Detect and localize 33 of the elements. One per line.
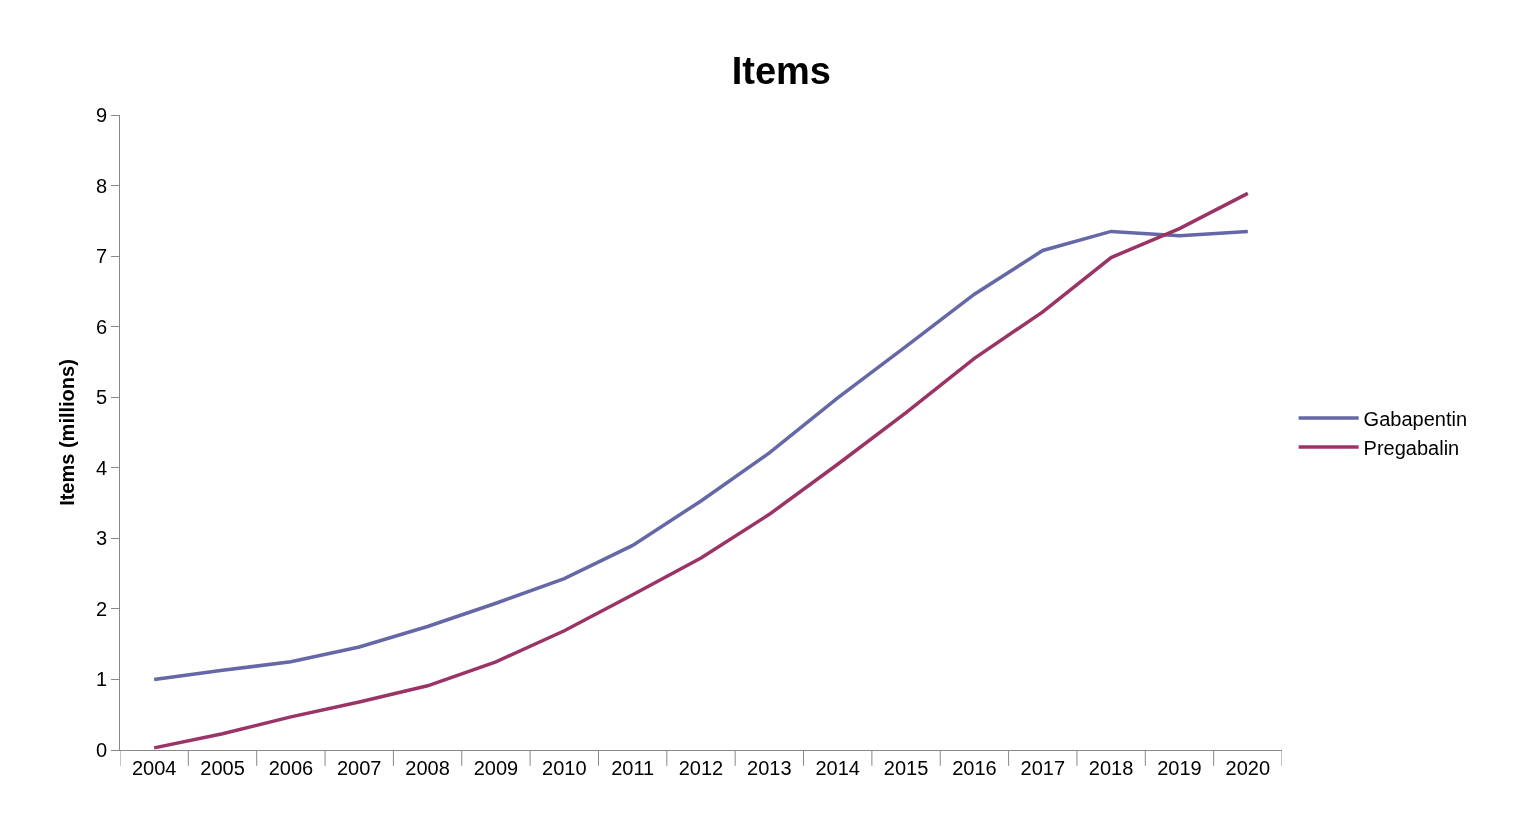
y-tick-label: 4	[95, 456, 107, 479]
x-tick-label: 2019	[1157, 757, 1202, 779]
y-tick-label: 1	[95, 668, 107, 691]
x-tick-label: 2010	[542, 757, 587, 779]
legend-label: Gabapentin	[1363, 407, 1468, 430]
x-tick-label: 2014	[815, 757, 860, 779]
y-tick-label: 3	[95, 527, 107, 550]
x-tick-label: 2009	[473, 757, 519, 779]
x-tick-label: 2004	[131, 757, 177, 779]
y-tick-label: 9	[95, 104, 107, 126]
line-series	[152, 191, 1250, 750]
x-tick-label: 2013	[747, 757, 792, 779]
y-tick-label: 6	[95, 315, 107, 338]
x-tick-label: 2005	[200, 757, 245, 779]
x-tick-label: 2017	[1020, 757, 1066, 779]
y-axis-title: Items (millions)	[56, 359, 79, 506]
x-tick-label: 2020	[1225, 757, 1271, 779]
x-tick-label: 2011	[611, 757, 655, 779]
x-tick-label: 2008	[405, 757, 450, 779]
x-tick-label: 2007	[336, 757, 382, 779]
legend-label: Pregabalin	[1363, 436, 1460, 459]
x-tick-label: 2006	[268, 757, 314, 779]
line-series	[152, 229, 1250, 682]
x-tick-label: 2015	[883, 757, 929, 779]
x-tick-label: 2016	[952, 757, 997, 779]
y-tick-label: 5	[95, 386, 107, 409]
x-tick-label: 2018	[1088, 757, 1134, 779]
y-tick-label: 8	[95, 174, 107, 197]
y-tick-label: 0	[95, 739, 107, 761]
x-tick-label: 2012	[678, 757, 724, 779]
chart-title: Items	[731, 49, 831, 92]
y-tick-label: 2	[95, 597, 107, 620]
y-tick-label: 7	[95, 245, 107, 268]
